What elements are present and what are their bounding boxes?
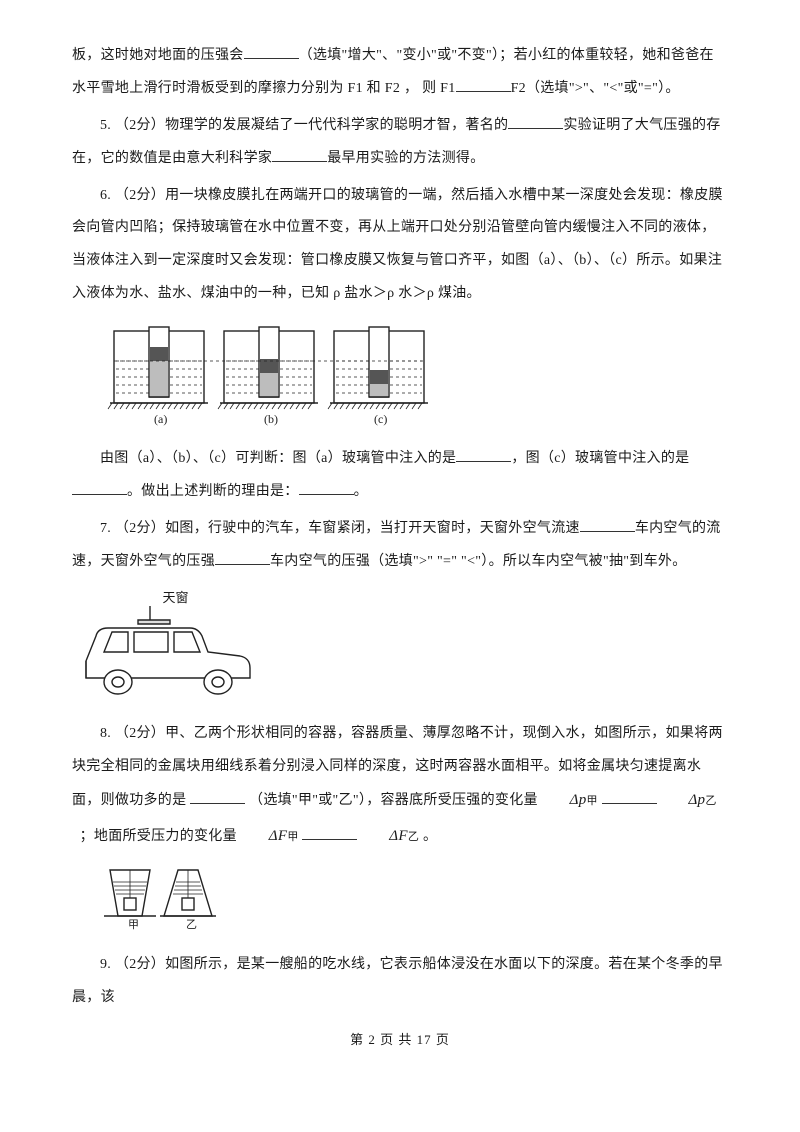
question-8: 8. （2分）甲、乙两个形状相同的容器，容器质量、薄厚忽略不计，现倒入水，如图所…: [72, 718, 728, 854]
fill-blank[interactable]: [215, 550, 270, 565]
svg-text:(c): (c): [374, 412, 387, 426]
delta-f-yi: ΔF乙: [361, 819, 419, 854]
question-5: 5. （2分）物理学的发展凝结了一代代科学家的聪明才智，著名的实验证明了大气压强…: [72, 110, 728, 176]
text: ；地面所受压力的变化量: [80, 829, 237, 844]
fill-blank[interactable]: [72, 480, 127, 495]
text: 由图（a）、（b）、（c）可判断：图（a）玻璃管中注入的是: [100, 451, 456, 466]
document-page: 板，这时她对地面的压强会（选填"增大"、"变小"或"不变"）；若小红的体重较轻，…: [0, 0, 800, 1078]
figure-car: 天窗: [72, 587, 728, 706]
question-6-followup: 由图（a）、（b）、（c）可判断：图（a）玻璃管中注入的是 ，图（c）玻璃管中注入…: [72, 443, 728, 509]
tubes-diagram: (a) (b) (c): [104, 321, 464, 431]
containers-diagram: 甲 乙: [104, 862, 234, 932]
fill-blank[interactable]: [456, 77, 511, 92]
delta-f-jia: ΔF甲: [241, 819, 299, 854]
svg-text:(b): (b): [264, 412, 278, 426]
text: （选填"甲"或"乙"），容器底所受压强的变化量: [249, 793, 542, 808]
text: 6. （2分）用一块橡皮膜扎在两端开口的玻璃管的一端，然后插入水槽中某一深度处会…: [72, 188, 723, 302]
fill-blank[interactable]: [190, 789, 245, 804]
text: 板，这时她对地面的压强会: [72, 48, 244, 63]
text: 9. （2分）如图所示，是某一艘船的吃水线，它表示船体浸没在水面以下的深度。若在…: [72, 957, 723, 1005]
text: F2（选填">"、"<"或"="）。: [511, 81, 680, 96]
text: 最早用实验的方法测得。: [327, 151, 484, 166]
fill-blank[interactable]: [580, 517, 635, 532]
figure-containers: 甲 乙: [72, 862, 728, 937]
fill-blank[interactable]: [602, 789, 657, 804]
car-diagram: [72, 606, 262, 701]
text: ，图（c）玻璃管中注入的是: [511, 451, 689, 466]
question-9: 9. （2分）如图所示，是某一艘船的吃水线，它表示船体浸没在水面以下的深度。若在…: [72, 949, 728, 1015]
text: 。做出上述判断的理由是：: [127, 484, 299, 499]
fill-blank[interactable]: [299, 480, 354, 495]
figure-tubes: (a) (b) (c): [72, 321, 728, 431]
svg-text:乙: 乙: [186, 918, 197, 931]
text: 车内空气的压强（选填">" "=" "<"）。所以车内空气被"抽"到车外。: [270, 554, 687, 569]
page-footer: 第 2 页 共 17 页: [72, 1029, 728, 1048]
fill-blank[interactable]: [508, 114, 563, 129]
delta-p-jia: Δp甲: [542, 783, 598, 818]
fill-blank[interactable]: [456, 447, 511, 462]
fill-blank[interactable]: [272, 147, 327, 162]
text: 7. （2分）如图，行驶中的汽车，车窗紧闭，当打开天窗时，天窗外空气流速: [100, 521, 580, 536]
delta-p-yi: Δp乙: [660, 783, 716, 818]
question-6: 6. （2分）用一块橡皮膜扎在两端开口的玻璃管的一端，然后插入水槽中某一深度处会…: [72, 180, 728, 312]
fill-blank[interactable]: [244, 44, 299, 59]
question-7: 7. （2分）如图，行驶中的汽车，车窗紧闭，当打开天窗时，天窗外空气流速车内空气…: [72, 513, 728, 579]
sunroof-label: 天窗: [131, 587, 729, 606]
text: 。: [354, 484, 368, 499]
fill-blank[interactable]: [302, 825, 357, 840]
text: 5. （2分）物理学的发展凝结了一代代科学家的聪明才智，著名的: [100, 118, 508, 133]
paragraph-continuation: 板，这时她对地面的压强会（选填"增大"、"变小"或"不变"）；若小红的体重较轻，…: [72, 40, 728, 106]
text: 。: [423, 829, 437, 844]
svg-text:甲: 甲: [128, 919, 139, 931]
svg-text:(a): (a): [154, 412, 167, 426]
